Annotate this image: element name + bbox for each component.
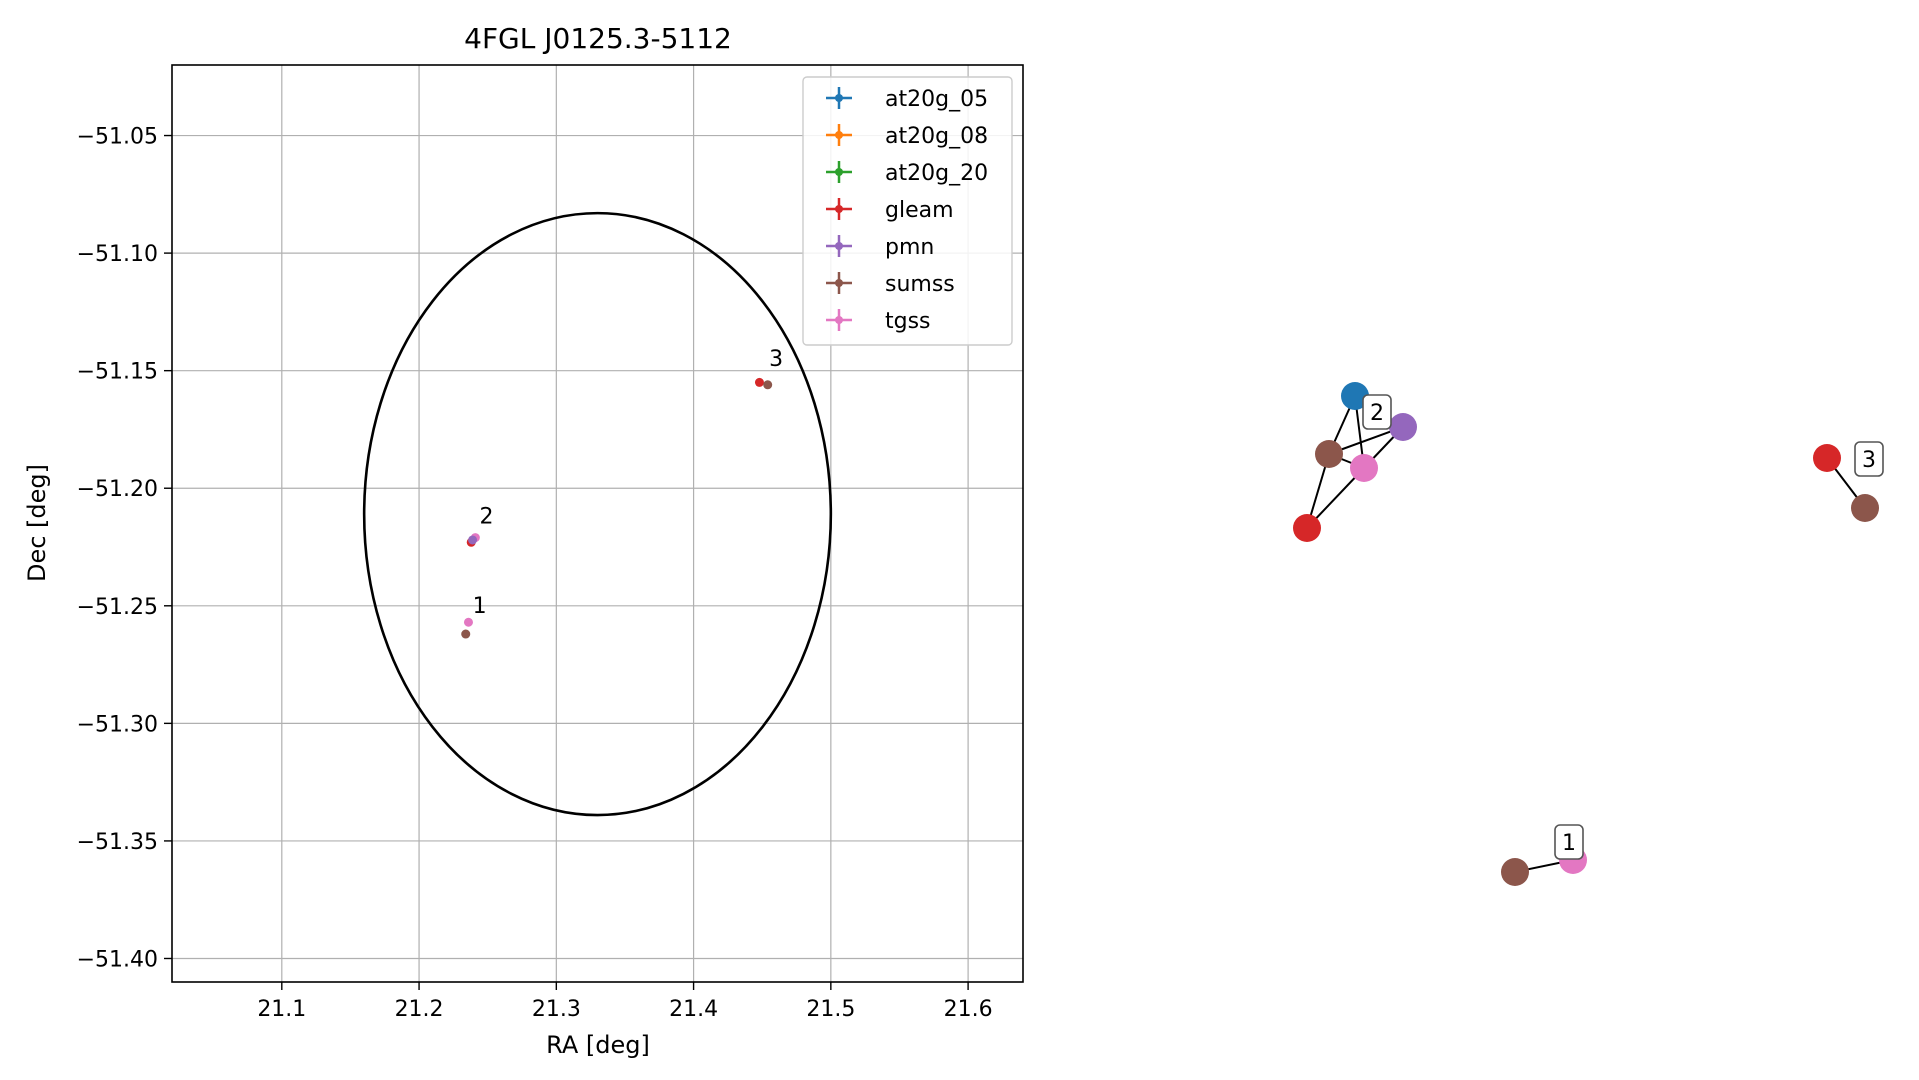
legend-label: sumss bbox=[885, 272, 955, 297]
x-tick-label: 21.5 bbox=[806, 997, 855, 1022]
x-tick-label: 21.4 bbox=[669, 997, 718, 1022]
y-tick-label: −51.25 bbox=[77, 595, 158, 620]
plot-frame bbox=[171, 64, 1024, 983]
group-labels: 3 2 1 bbox=[473, 347, 783, 619]
x-axis-label: RA [deg] bbox=[546, 1031, 650, 1059]
crossmatch-network: 2 3 1 bbox=[1293, 382, 1884, 886]
y-tick-label: −51.20 bbox=[77, 477, 158, 502]
network-node bbox=[1341, 382, 1369, 410]
legend-label: at20g_08 bbox=[885, 124, 988, 149]
network-nodes bbox=[1293, 382, 1879, 886]
network-node bbox=[1813, 444, 1841, 472]
x-tick-label: 21.3 bbox=[532, 997, 581, 1022]
point-tgss bbox=[463, 617, 473, 627]
y-axis-label: Dec [deg] bbox=[23, 464, 51, 582]
legend-label: tgss bbox=[885, 309, 931, 334]
y-axis-ticks: −51.05 −51.10 −51.15 −51.20 −51.25 −51.30 −51.… bbox=[77, 125, 172, 972]
y-tick-label: −51.35 bbox=[77, 830, 158, 855]
x-tick-label: 21.1 bbox=[257, 997, 306, 1022]
y-tick-label: −51.30 bbox=[77, 712, 158, 737]
network-node bbox=[1350, 454, 1378, 482]
y-tick-label: −51.05 bbox=[77, 125, 158, 150]
network-labels: 2 3 1 bbox=[1362, 394, 1884, 860]
group-label: 3 bbox=[769, 347, 783, 372]
group-label: 2 bbox=[479, 505, 493, 530]
legend-marker-dot bbox=[835, 131, 843, 139]
point-pmn bbox=[468, 535, 478, 545]
point-gleam bbox=[754, 377, 764, 387]
legend-label: pmn bbox=[885, 235, 934, 260]
network-node bbox=[1293, 514, 1321, 542]
sky-scatter-chart: 4FGL J0125.3-5112 321 21.1 21.2 21.3 21.4 21… bbox=[23, 22, 1024, 1059]
network-node bbox=[1501, 858, 1529, 886]
network-label: 3 bbox=[1862, 448, 1876, 473]
legend-marker-dot bbox=[835, 94, 843, 102]
network-edges bbox=[1306, 395, 1866, 873]
x-tick-label: 21.6 bbox=[944, 997, 993, 1022]
legend-label: at20g_05 bbox=[885, 87, 988, 112]
legend-marker-dot bbox=[835, 279, 843, 287]
y-tick-label: −51.10 bbox=[77, 242, 158, 267]
legend-marker-dot bbox=[835, 168, 843, 176]
network-node bbox=[1315, 440, 1343, 468]
network-label-box bbox=[1554, 824, 1584, 860]
error-ellipse bbox=[362, 211, 833, 817]
point-sumss bbox=[461, 629, 471, 639]
chart-title: 4FGL J0125.3-5112 bbox=[464, 22, 732, 55]
legend-marker-dot bbox=[835, 242, 843, 250]
legend-box bbox=[802, 76, 1013, 346]
legend-label: gleam bbox=[885, 198, 954, 223]
group-label: 1 bbox=[473, 594, 487, 619]
network-node bbox=[1851, 494, 1879, 522]
data-points bbox=[461, 377, 773, 639]
legend-marker-dot bbox=[835, 316, 843, 324]
x-axis-ticks: 21.1 21.2 21.3 21.4 21.5 21.6 bbox=[257, 982, 993, 1022]
network-label-box bbox=[1362, 394, 1392, 430]
legend-label: at20g_20 bbox=[885, 161, 988, 186]
network-node bbox=[1389, 413, 1417, 441]
network-label: 1 bbox=[1562, 831, 1576, 856]
network-label-box bbox=[1854, 441, 1884, 477]
network-label: 2 bbox=[1370, 401, 1384, 426]
legend-marker-dot bbox=[835, 205, 843, 213]
point-sumss bbox=[763, 380, 773, 390]
y-tick-label: −51.15 bbox=[77, 360, 158, 385]
y-tick-label: −51.40 bbox=[77, 947, 158, 972]
x-tick-label: 21.2 bbox=[395, 997, 444, 1022]
error-ellipse-curve bbox=[362, 211, 833, 817]
